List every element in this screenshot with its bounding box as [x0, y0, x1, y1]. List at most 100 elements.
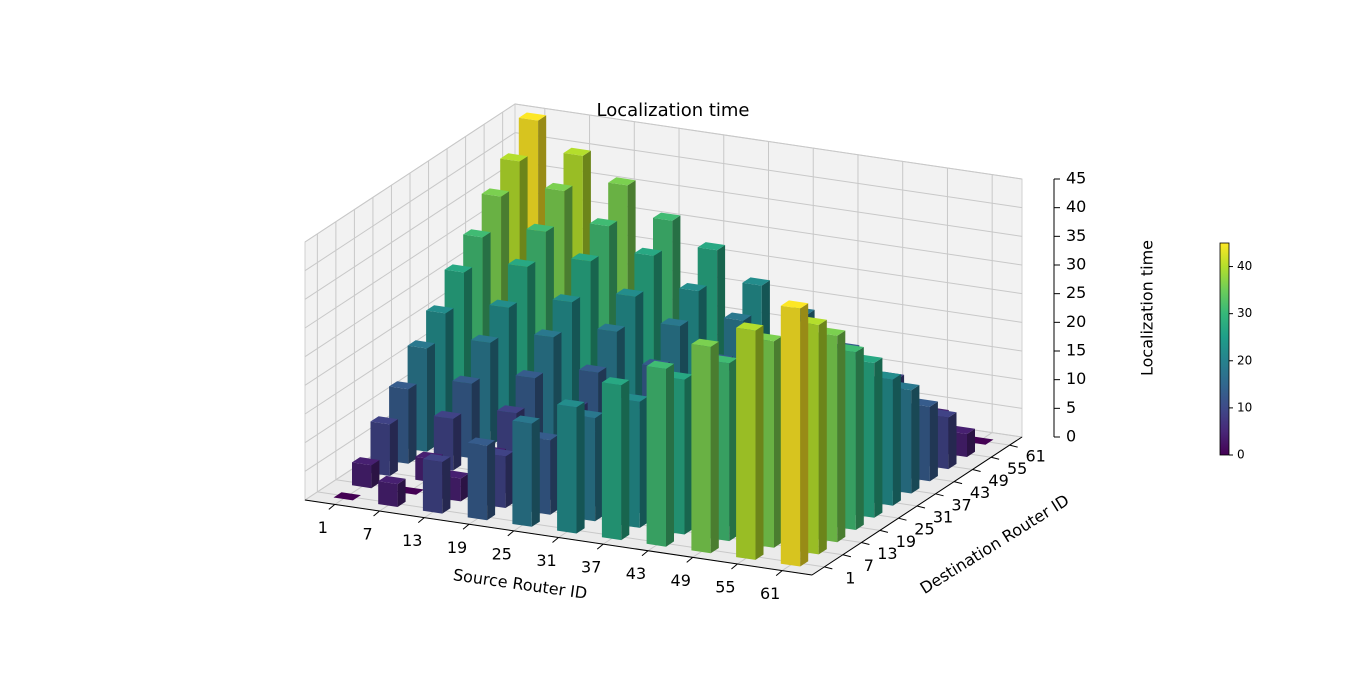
bar-top — [597, 323, 625, 332]
z-tick-label: 20 — [1066, 312, 1086, 331]
bar-side — [635, 291, 644, 423]
bar — [780, 300, 809, 567]
bar-top — [571, 253, 599, 262]
y-tick-label: 19 — [896, 532, 916, 551]
bar-top — [518, 112, 547, 121]
bar-top — [426, 305, 454, 314]
bar-top — [452, 375, 480, 384]
z-tick-label: 10 — [1066, 369, 1086, 388]
bar-front — [780, 305, 801, 567]
bar-side — [572, 297, 581, 429]
bar-top — [552, 294, 581, 303]
bar-side — [892, 374, 901, 506]
bar-top — [691, 338, 719, 347]
y-tick-label: 61 — [1025, 447, 1045, 466]
x-tick-label: 55 — [715, 577, 735, 596]
bar-top — [352, 457, 380, 466]
bar-front — [352, 462, 372, 489]
y-tick — [861, 542, 870, 546]
x-tick — [596, 543, 604, 550]
bar-top — [463, 229, 491, 238]
bar-side — [508, 302, 517, 434]
colorbar — [1219, 242, 1230, 456]
y-tick — [935, 493, 944, 497]
bar-front — [601, 382, 622, 541]
bar-side — [729, 358, 738, 542]
x-tick-label: 31 — [536, 551, 556, 570]
z-tick-label: 25 — [1066, 283, 1086, 302]
bar-side — [639, 396, 648, 528]
x-tick-label: 61 — [760, 584, 780, 603]
y-tick — [824, 566, 833, 570]
z-grid-line — [304, 103, 516, 243]
bar-side — [389, 419, 398, 476]
bar-top — [646, 360, 674, 369]
y-tick-label: 7 — [864, 556, 874, 575]
z-grid-line — [514, 189, 1023, 266]
bar-top — [467, 437, 496, 446]
bar-side — [445, 308, 454, 440]
bar-side — [621, 380, 630, 541]
y-tick-label: 55 — [1007, 459, 1027, 478]
colorbar-tick-label: 20 — [1237, 353, 1252, 367]
bar-side — [371, 460, 380, 489]
y-tick-label: 13 — [877, 544, 897, 563]
bar-side — [911, 385, 920, 494]
y-tick — [879, 529, 889, 533]
z-tick-label: 0 — [1066, 427, 1076, 446]
bar-top — [615, 288, 644, 297]
bar-side — [487, 440, 496, 521]
x-tick — [686, 556, 694, 563]
x-tick-label: 1 — [318, 518, 328, 537]
bar-side — [684, 374, 693, 535]
bar-top — [481, 188, 510, 197]
bar-top — [563, 147, 591, 156]
y-tick-label: 25 — [914, 520, 934, 539]
x-tick — [373, 510, 380, 517]
bar-front — [378, 481, 398, 507]
bar-top — [489, 299, 517, 308]
bar-top — [742, 277, 770, 286]
bar-top — [534, 329, 562, 338]
bar-side — [427, 343, 435, 452]
bar-top — [370, 416, 398, 425]
z-grid-line — [304, 132, 516, 272]
bar-top — [601, 377, 630, 386]
bar-side — [837, 330, 846, 543]
bar-top — [634, 247, 662, 256]
bar-top — [389, 381, 417, 390]
bar — [736, 322, 764, 560]
bar-side — [460, 473, 469, 502]
bar-top — [470, 334, 499, 343]
bar-top — [545, 182, 573, 191]
bar-top — [679, 283, 707, 292]
x-tick — [775, 570, 783, 576]
x-tick — [462, 523, 470, 530]
bar-side — [531, 418, 540, 527]
y-tick — [1009, 444, 1018, 448]
bar-side — [666, 363, 674, 547]
colorbar-tick-label: 30 — [1237, 306, 1252, 320]
bar-front — [467, 442, 488, 521]
bar — [601, 377, 630, 541]
x-tick — [552, 537, 559, 543]
bar-side — [550, 434, 559, 515]
z-tick-label: 45 — [1066, 169, 1086, 188]
colorbar-tick-label: 10 — [1237, 400, 1252, 414]
bar — [333, 492, 361, 501]
z-grid-line — [514, 132, 1023, 209]
bar-top — [526, 223, 554, 232]
z-grid-line — [514, 103, 1023, 180]
y-tick — [898, 517, 907, 521]
bar-side — [874, 357, 883, 518]
bar-top — [736, 322, 764, 331]
bar-front — [691, 344, 711, 554]
bar-top — [515, 370, 543, 379]
y-tick — [990, 456, 1000, 460]
x-tick — [641, 550, 649, 557]
x-tick-label: 13 — [402, 531, 422, 550]
x-tick — [417, 517, 425, 524]
y-tick-label: 37 — [951, 495, 971, 514]
bar — [691, 338, 719, 554]
z-tick-label: 35 — [1066, 226, 1086, 245]
